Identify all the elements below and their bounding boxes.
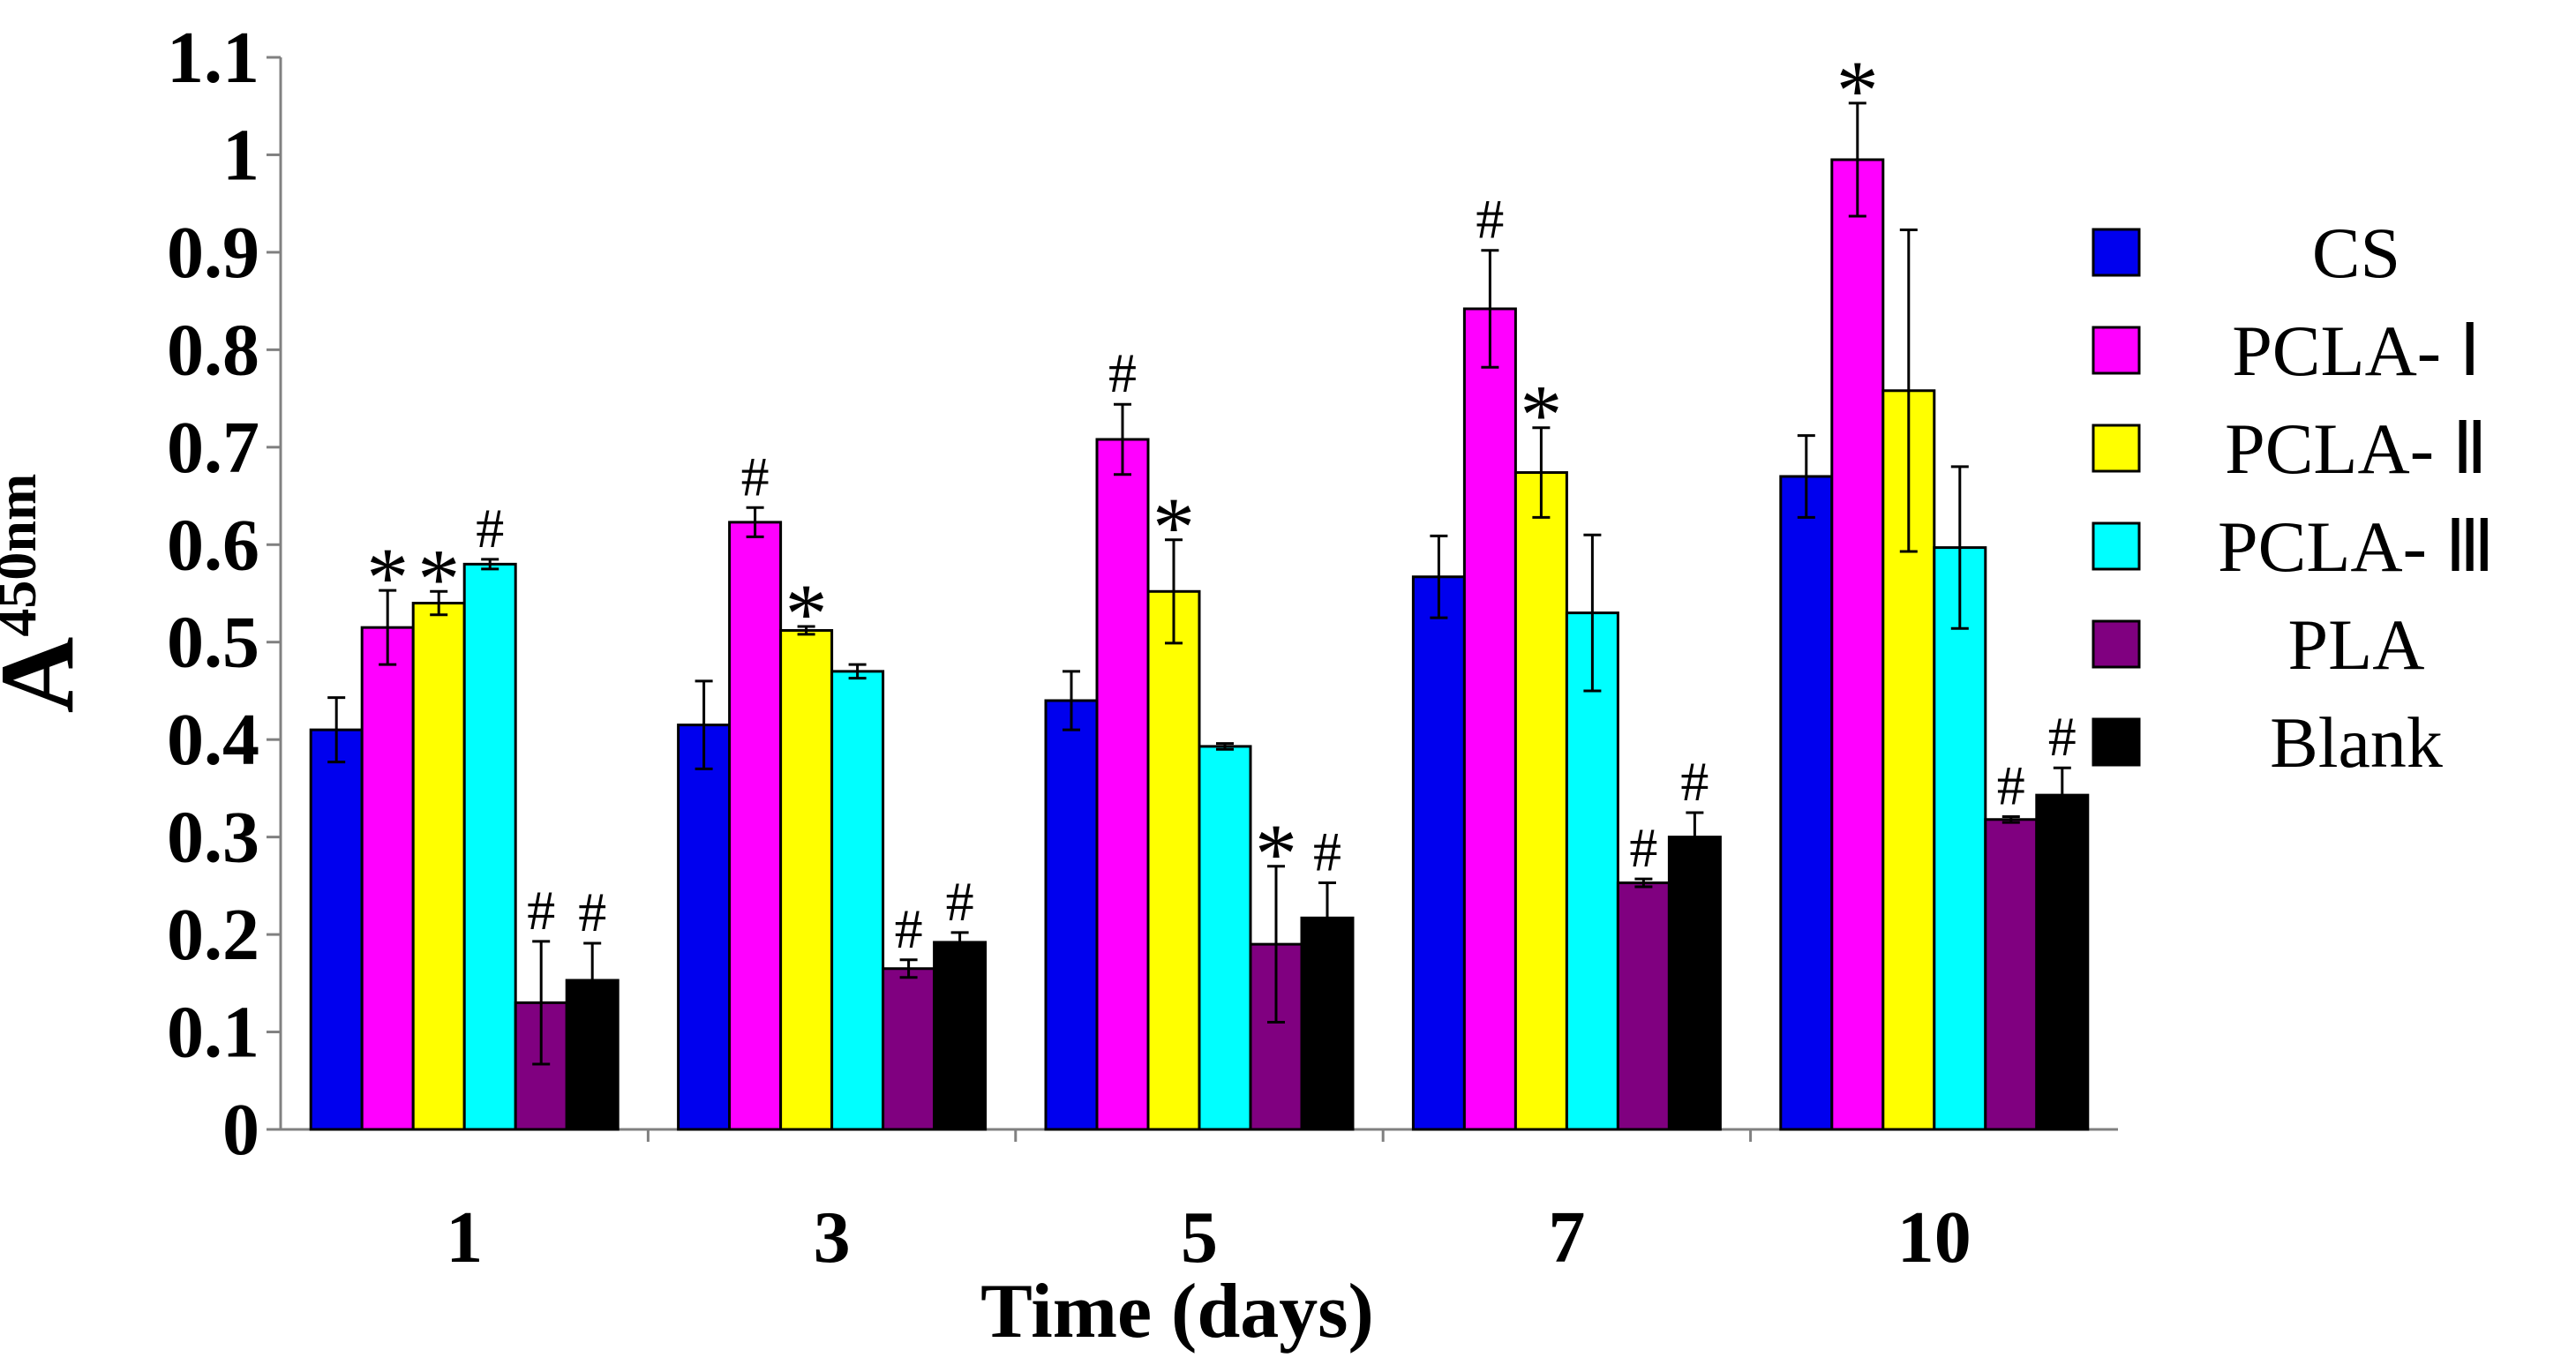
bar (830, 670, 885, 1131)
bar (933, 941, 988, 1131)
bar (1830, 158, 1885, 1131)
y-tick-label: 0.3 (167, 797, 259, 879)
y-tick-label: 0.7 (167, 407, 259, 489)
significance-hash: # (476, 497, 504, 559)
legend-label: Blank (2270, 702, 2443, 783)
bar (1198, 745, 1252, 1131)
significance-hash: # (2048, 705, 2077, 768)
bar (2035, 793, 2090, 1131)
significance-star: * (1520, 368, 1562, 462)
legend-swatch (2092, 717, 2141, 767)
bar (1044, 699, 1099, 1131)
bar (360, 626, 415, 1131)
bar (1146, 589, 1201, 1131)
x-tick-label: 5 (1181, 1196, 1218, 1279)
bar (309, 728, 364, 1131)
legend-swatch (2092, 619, 2141, 669)
significance-hash: # (1476, 188, 1504, 251)
legend-swatch (2092, 228, 2141, 277)
y-axis-title-main: A (0, 637, 95, 714)
significance-star: * (417, 531, 460, 626)
legend-label: PCLA- Ⅰ (2232, 311, 2481, 391)
significance-star: * (1836, 43, 1879, 138)
significance-hash: # (1108, 341, 1137, 404)
bar (1984, 818, 2039, 1131)
significance-hash: # (1629, 816, 1657, 879)
bar (1411, 575, 1466, 1131)
bar (411, 602, 466, 1131)
x-axis-title: Time (days) (980, 1269, 1374, 1354)
x-tick-label: 7 (1548, 1196, 1585, 1279)
significance-hash: # (1313, 821, 1341, 883)
significance-star: * (785, 566, 828, 661)
y-tick-label: 0.1 (167, 992, 259, 1074)
bar (1095, 438, 1150, 1131)
significance-hash: # (946, 870, 974, 933)
x-tick-label: 3 (814, 1196, 851, 1279)
bar (882, 967, 936, 1131)
bar (1616, 881, 1671, 1131)
y-tick-label: 0.4 (167, 699, 259, 781)
x-tick-label: 1 (446, 1196, 483, 1279)
legend-swatch (2092, 424, 2141, 473)
bar (1933, 546, 1987, 1131)
x-tick-label: 10 (1897, 1196, 1971, 1279)
legend-label: PLA (2288, 604, 2425, 685)
legend-swatch (2092, 326, 2141, 375)
significance-hash: # (1997, 754, 2025, 816)
significance-hash: # (741, 445, 770, 507)
y-tick-label: 0.8 (167, 309, 259, 391)
y-tick-label: 1.1 (167, 17, 259, 99)
significance-hash: # (895, 897, 923, 960)
y-tick-label: 0.6 (167, 504, 259, 586)
annotations-layer: * *## ##*# ##** ##*##*## (366, 43, 2077, 960)
bar (1462, 307, 1517, 1131)
y-tick-label: 0.9 (167, 212, 259, 294)
y-axis-title: A450nm (0, 474, 95, 714)
significance-hash: # (1680, 750, 1709, 813)
significance-star: * (366, 530, 409, 625)
legend-label: CS (2312, 213, 2400, 293)
bars-layer (309, 101, 2090, 1131)
axes-layer: 0 0.1 0.2 0.3 0.4 0.5 0.6 0.7 0.8 0.9 1 1.1 1 3 5 7 10 (167, 17, 2118, 1279)
y-tick-label: 0.5 (167, 602, 259, 684)
y-tick-label: 0.2 (167, 894, 259, 976)
significance-star: * (1255, 806, 1297, 901)
significance-star: * (1153, 480, 1195, 574)
bar (462, 562, 517, 1131)
legend-swatch (2092, 521, 2141, 571)
bar (1667, 836, 1722, 1131)
bar (1779, 475, 1834, 1131)
bar (779, 628, 834, 1131)
legend: CS PCLA- Ⅰ PCLA- Ⅱ PCLA- Ⅲ PLA Blank (2092, 213, 2495, 783)
bar (1513, 471, 1568, 1131)
legend-label: PCLA- Ⅲ (2218, 506, 2495, 587)
y-axis-title-subscript: 450nm (0, 474, 48, 637)
y-tick-label: 0 (222, 1089, 259, 1171)
significance-hash: # (527, 879, 555, 941)
y-tick-label: 1 (222, 114, 259, 196)
bar (677, 724, 732, 1131)
significance-hash: # (578, 881, 606, 943)
bar (728, 521, 783, 1131)
legend-label: PCLA- Ⅱ (2225, 409, 2488, 489)
